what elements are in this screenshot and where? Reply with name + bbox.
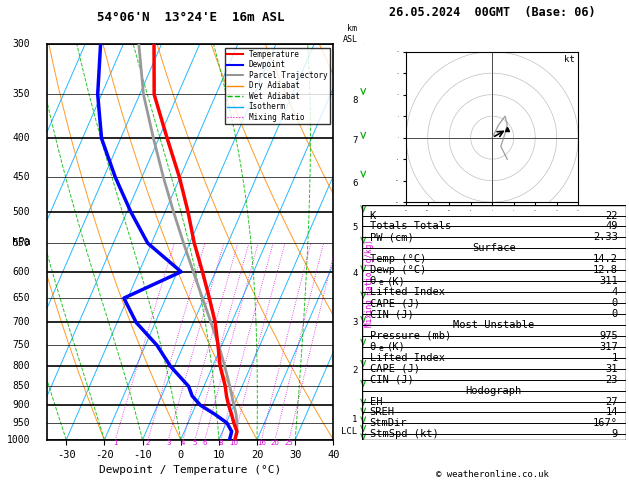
Text: 975: 975 xyxy=(599,331,618,341)
Text: 800: 800 xyxy=(13,362,30,371)
Text: Dewp (°C): Dewp (°C) xyxy=(370,265,426,275)
Text: 750: 750 xyxy=(13,340,30,350)
Text: 0: 0 xyxy=(611,309,618,319)
Text: 16: 16 xyxy=(257,440,266,446)
Text: 500: 500 xyxy=(13,207,30,217)
Text: 14: 14 xyxy=(606,407,618,417)
Text: 311: 311 xyxy=(599,276,618,286)
Text: 4: 4 xyxy=(181,440,186,446)
Text: 900: 900 xyxy=(13,400,30,410)
Text: 850: 850 xyxy=(13,382,30,391)
Text: 167°: 167° xyxy=(593,418,618,429)
Text: 950: 950 xyxy=(13,418,30,428)
Text: 49: 49 xyxy=(606,222,618,231)
Text: K: K xyxy=(370,210,376,221)
Text: Hodograph: Hodograph xyxy=(465,385,522,396)
Text: 317: 317 xyxy=(599,342,618,352)
Text: Pressure (mb): Pressure (mb) xyxy=(370,331,451,341)
Text: 5: 5 xyxy=(352,224,357,232)
Text: CAPE (J): CAPE (J) xyxy=(370,364,420,374)
Text: Lifted Index: Lifted Index xyxy=(370,353,445,363)
Text: 8: 8 xyxy=(219,440,223,446)
Text: PW (cm): PW (cm) xyxy=(370,232,413,243)
Text: 22: 22 xyxy=(606,210,618,221)
Text: 550: 550 xyxy=(13,238,30,248)
Text: 4: 4 xyxy=(352,269,357,278)
Text: 8: 8 xyxy=(352,96,357,104)
Text: LCL: LCL xyxy=(342,427,357,436)
Text: 300: 300 xyxy=(13,39,30,49)
Text: 25: 25 xyxy=(285,440,293,446)
Text: θ: θ xyxy=(370,342,376,352)
Text: Lifted Index: Lifted Index xyxy=(370,287,445,297)
Text: 6: 6 xyxy=(352,179,357,188)
Text: 4: 4 xyxy=(611,287,618,297)
Text: km
ASL: km ASL xyxy=(342,24,357,44)
Text: 0: 0 xyxy=(611,298,618,308)
Text: (K): (K) xyxy=(387,276,406,286)
Text: kt: kt xyxy=(564,54,575,64)
Text: 1: 1 xyxy=(352,415,357,424)
Legend: Temperature, Dewpoint, Parcel Trajectory, Dry Adiabat, Wet Adiabat, Isotherm, Mi: Temperature, Dewpoint, Parcel Trajectory… xyxy=(225,48,330,124)
Text: 2.33: 2.33 xyxy=(593,232,618,243)
Text: 600: 600 xyxy=(13,267,30,277)
Text: 450: 450 xyxy=(13,172,30,182)
Text: 26.05.2024  00GMT  (Base: 06): 26.05.2024 00GMT (Base: 06) xyxy=(389,6,596,18)
Text: 6: 6 xyxy=(203,440,207,446)
Text: 400: 400 xyxy=(13,133,30,143)
Text: Mixing Ratio (g/kg): Mixing Ratio (g/kg) xyxy=(365,239,374,327)
Text: (K): (K) xyxy=(387,342,406,352)
Text: 3: 3 xyxy=(166,440,170,446)
Text: e: e xyxy=(379,278,384,287)
Text: Temp (°C): Temp (°C) xyxy=(370,254,426,264)
Text: 700: 700 xyxy=(13,317,30,328)
Text: 20: 20 xyxy=(270,440,279,446)
Text: StmDir: StmDir xyxy=(370,418,407,429)
Text: 5: 5 xyxy=(192,440,197,446)
Text: 350: 350 xyxy=(13,89,30,100)
Text: 3: 3 xyxy=(352,317,357,327)
Text: StmSpd (kt): StmSpd (kt) xyxy=(370,429,438,439)
Text: SREH: SREH xyxy=(370,407,394,417)
Text: Surface: Surface xyxy=(472,243,516,253)
Text: 10: 10 xyxy=(229,440,238,446)
Text: 650: 650 xyxy=(13,293,30,303)
Text: 7: 7 xyxy=(352,137,357,145)
Text: 2: 2 xyxy=(352,366,357,375)
Text: CIN (J): CIN (J) xyxy=(370,375,413,384)
Text: 31: 31 xyxy=(606,364,618,374)
Text: 27: 27 xyxy=(606,397,618,406)
Text: hPa: hPa xyxy=(12,237,31,247)
Text: 12.8: 12.8 xyxy=(593,265,618,275)
Text: 23: 23 xyxy=(606,375,618,384)
Text: 1000: 1000 xyxy=(6,435,30,445)
Text: 2: 2 xyxy=(146,440,150,446)
Text: Most Unstable: Most Unstable xyxy=(453,320,535,330)
Text: 54°06'N  13°24'E  16m ASL: 54°06'N 13°24'E 16m ASL xyxy=(96,11,284,23)
Text: Totals Totals: Totals Totals xyxy=(370,222,451,231)
Text: 9: 9 xyxy=(611,429,618,439)
Text: θ: θ xyxy=(370,276,376,286)
Text: CAPE (J): CAPE (J) xyxy=(370,298,420,308)
Text: EH: EH xyxy=(370,397,382,406)
Text: 14.2: 14.2 xyxy=(593,254,618,264)
Text: CIN (J): CIN (J) xyxy=(370,309,413,319)
Text: 1: 1 xyxy=(113,440,118,446)
Text: e: e xyxy=(379,344,384,352)
Text: © weatheronline.co.uk: © weatheronline.co.uk xyxy=(436,469,548,479)
X-axis label: Dewpoint / Temperature (°C): Dewpoint / Temperature (°C) xyxy=(99,465,281,475)
Text: 1: 1 xyxy=(611,353,618,363)
